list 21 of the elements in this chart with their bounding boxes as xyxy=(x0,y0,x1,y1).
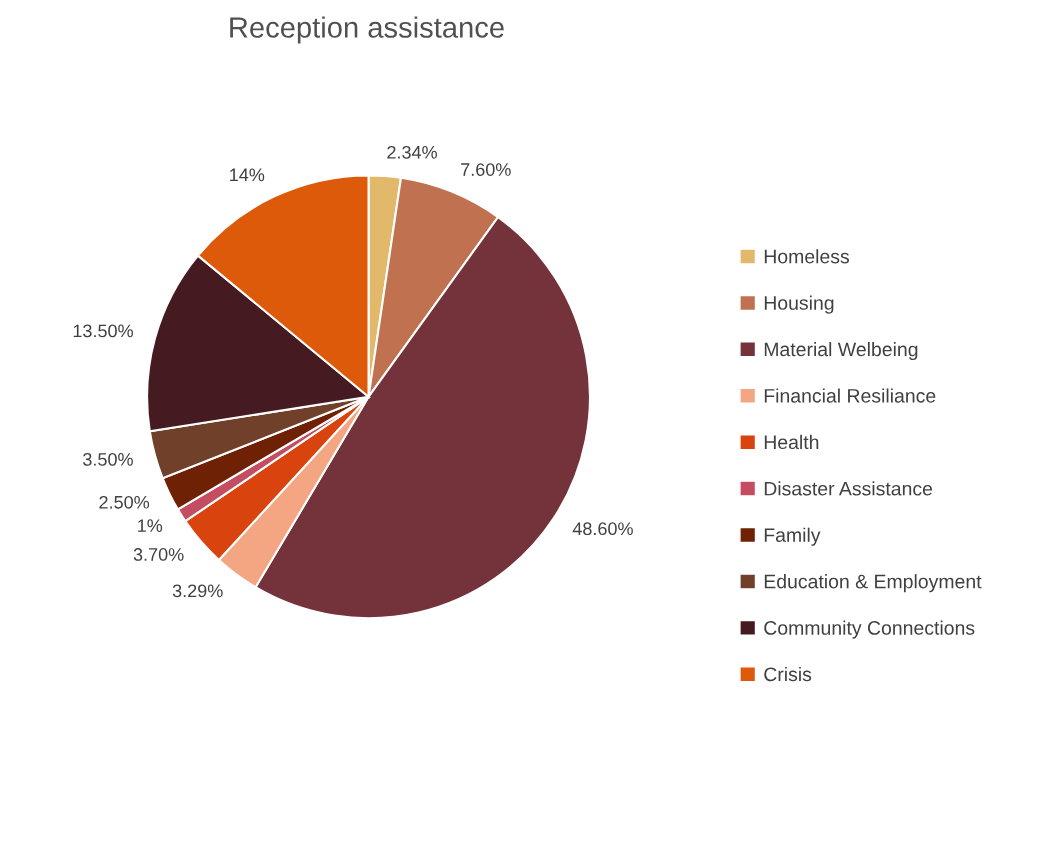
legend-label: Homeless xyxy=(764,249,850,264)
legend-label: Disaster Assistance xyxy=(764,481,933,496)
legend-label: Financial Resiliance xyxy=(764,388,936,403)
data-label: 13.50% xyxy=(73,324,133,338)
data-label: 1% xyxy=(138,519,163,532)
data-label: 3.29% xyxy=(172,584,223,598)
data-label: 2.34% xyxy=(387,145,437,159)
data-label: 3.50% xyxy=(83,453,133,466)
legend-label: Material Welbeing xyxy=(764,341,918,361)
legend-label: Health xyxy=(764,434,819,450)
chart-title: Reception assistance xyxy=(230,16,504,44)
data-label: 3.70% xyxy=(133,548,184,561)
legend-label: Housing xyxy=(764,295,834,314)
data-label: 7.60% xyxy=(461,163,511,176)
legend-label: Family xyxy=(764,527,821,546)
legend-label: Crisis xyxy=(764,666,812,682)
legend-label: Community Connections xyxy=(764,620,975,639)
data-label: 14% xyxy=(230,168,265,182)
data-label: 48.60% xyxy=(572,522,633,536)
legend-label: Education & Employment xyxy=(764,574,982,593)
data-label: 2.50% xyxy=(99,495,150,509)
